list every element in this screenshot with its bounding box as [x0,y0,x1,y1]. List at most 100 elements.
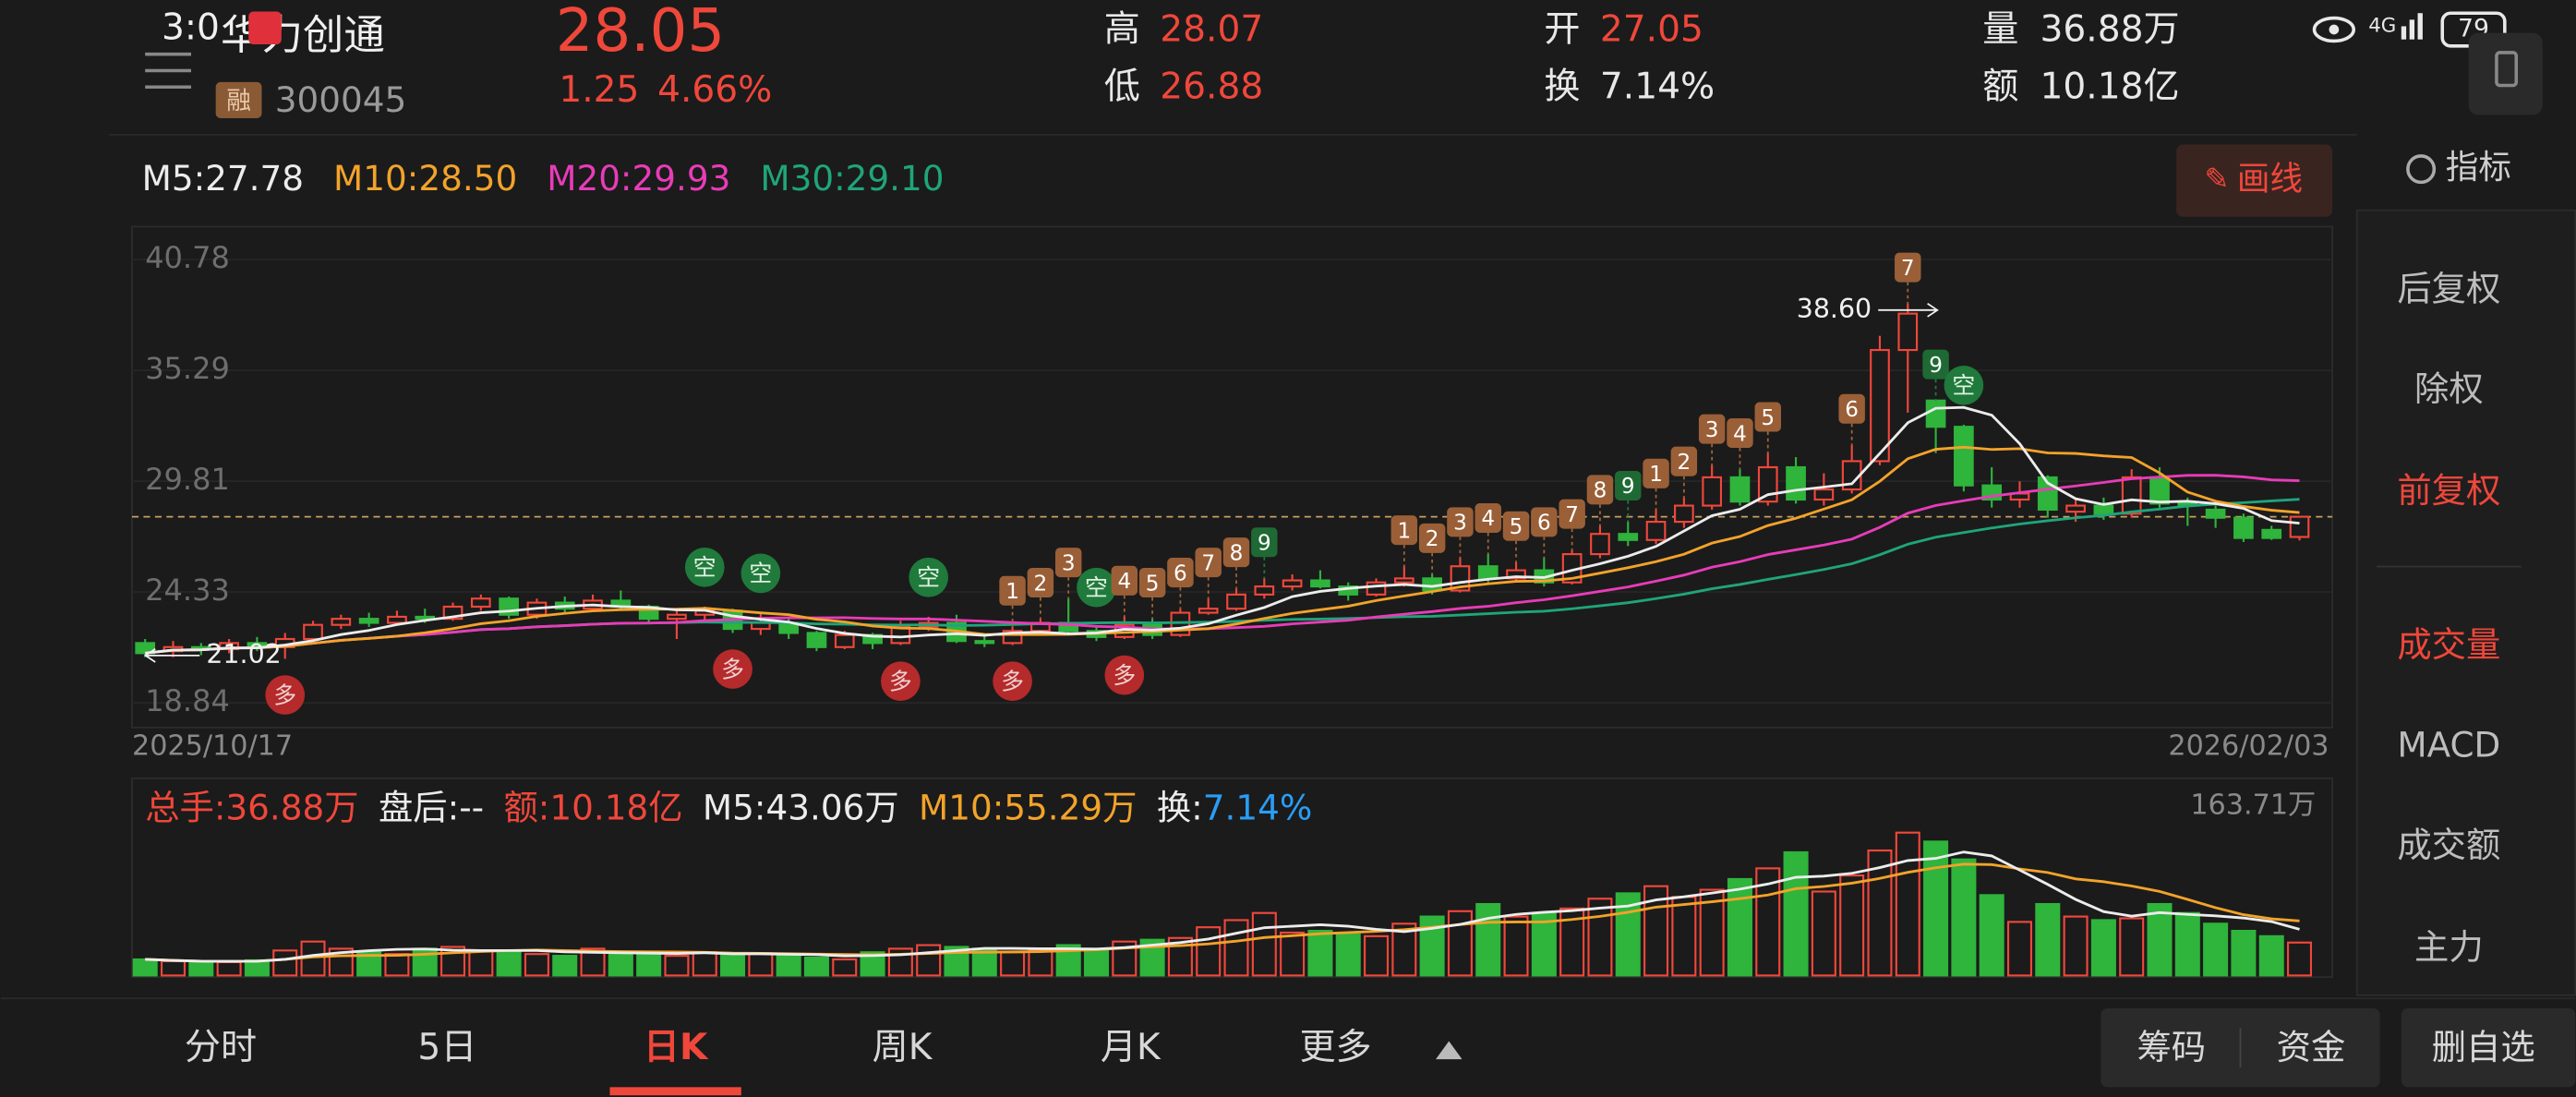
signal-text: 4 [1733,422,1747,446]
more-arrow [1436,1041,1463,1060]
header: 华力创通 3:0 融 300045 28.05 1.25 4.66% 高 28.… [145,0,2543,120]
signal-text: 9 [1258,532,1271,556]
td-signal [1531,507,1558,537]
td-signal [1502,511,1530,541]
price: 28.05 [556,0,725,66]
td-signal [1251,527,1278,558]
volume-bar [272,949,298,977]
volume-bar [2174,911,2200,977]
signal-text: 多 [1001,668,1024,694]
sidebar-item[interactable]: 成交量 [2397,624,2500,665]
td-signal [1222,537,1250,568]
volume-bar [887,947,913,977]
volume-bar [664,955,690,977]
signal-text: 8 [1594,479,1607,503]
tab[interactable]: 日K [644,1027,709,1068]
volume-bar [244,958,270,977]
volume-bar [132,958,158,977]
signal-bar [2409,19,2415,40]
volume-bar [1531,911,1557,977]
volume-bar [2231,929,2257,977]
volume-bar [1364,934,1390,977]
candle-body [1870,348,1890,463]
volume-bar [1000,951,1026,977]
volume-bar [2063,915,2088,977]
sidebar-item[interactable]: 主力 [2414,926,2484,967]
tab-button[interactable]: 筹码 [2137,1027,2206,1067]
tab[interactable]: 5日 [417,1027,476,1068]
tab[interactable]: 分时 [185,1027,257,1068]
sidebar-item[interactable]: 除权 [2414,368,2484,409]
volume-bar [1280,931,1306,977]
value: 7.14% [1600,66,1715,108]
eye-icon [2312,16,2355,43]
buy-signal [1077,567,1116,608]
y-tick-label: 29.81 [145,462,230,497]
signal-text: 空 [749,561,772,587]
candle-body [470,597,491,609]
value: 26.88 [1160,66,1263,108]
label: 低 [1104,66,1140,108]
annotation-arrow [1878,302,1939,318]
signal-text: 空 [1085,574,1108,601]
ma-legend-item: M20:29.93 [547,158,730,199]
candle-body [806,632,827,648]
sidebar-item[interactable]: 前复权 [2397,470,2500,511]
candle-body [1729,476,1751,503]
tab[interactable]: 周K [873,1027,933,1068]
eye-icon [2329,24,2340,35]
volume-bar [552,955,578,977]
volume-bar [1503,915,1529,977]
candle-body [2233,516,2254,539]
volume-max-label: 163.71万 [2190,790,2316,822]
candle-body [1813,488,1835,501]
td-signal [1754,402,1781,432]
volume-bar [1307,929,1333,977]
candle-body [1366,581,1387,596]
tab[interactable]: 更多 [1299,1027,1371,1068]
date-label: 2026/02/03 [2168,730,2329,763]
signal-text: 多 [721,656,744,682]
tab-button[interactable]: 资金 [2277,1027,2346,1067]
signal-text: 8 [1230,541,1244,565]
td-signal [1475,502,1501,533]
candle-body [1925,399,1946,428]
volume-bar [692,951,717,977]
volume-bar [496,951,522,977]
pencil-icon: ✎ [2204,162,2229,197]
tab[interactable]: 月K [1101,1027,1162,1068]
phone-button[interactable] [2468,32,2543,115]
volume-bar [2287,941,2313,977]
value: 10.18亿 [2040,66,2180,108]
candle-body [1477,565,1499,580]
date-label: 2025/10/17 [132,730,293,763]
y-tick-label: 35.29 [145,351,230,386]
ma-line [145,474,2300,655]
draw-button[interactable] [2176,144,2333,217]
button-bg [2401,1007,2576,1088]
volume-bar [1867,849,1893,977]
sidebar-item[interactable]: 成交额 [2397,825,2500,865]
volume-bar [1923,840,1949,977]
volume-bar [1391,922,1417,977]
ma-legend-item: M30:29.10 [760,158,944,199]
ma-line [145,405,2300,655]
tab-button[interactable]: 删自选 [2432,1027,2535,1067]
sell-signal [993,661,1032,702]
candle-body [2289,515,2310,538]
sidebar-item[interactable]: MACD [2397,725,2500,765]
signal-text: 6 [1845,398,1859,422]
volume-bar [1028,949,1053,977]
candle-body [1310,579,1330,588]
volume-bar [2119,917,2145,977]
value: 27.05 [1600,8,1703,50]
ma-legend-item: M5:27.78 [142,158,304,199]
buy-signal [684,547,725,587]
sidebar-item[interactable]: 后复权 [2397,268,2500,308]
volume-bar [2006,921,2033,977]
candle-body [387,615,407,624]
td-signal [1838,393,1865,424]
gauge-icon [2406,154,2437,185]
